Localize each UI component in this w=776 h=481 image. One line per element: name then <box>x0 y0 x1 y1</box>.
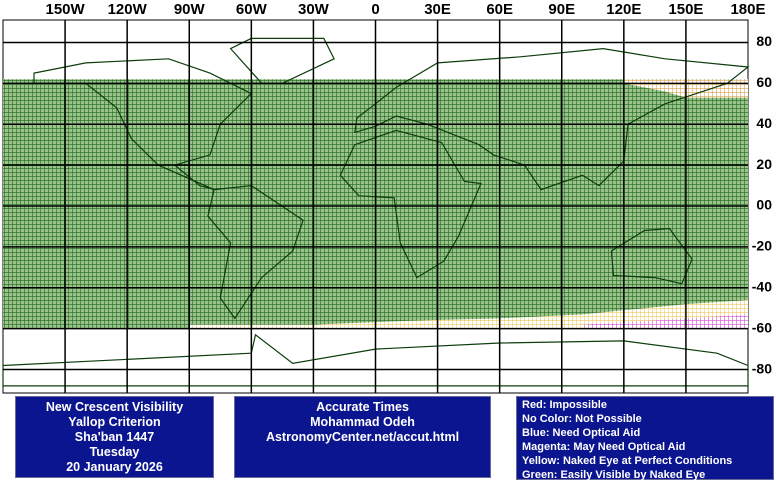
longitude-label: 120E <box>606 1 641 18</box>
longitude-label: 60W <box>236 1 268 18</box>
latitude-label: 80 <box>756 33 772 49</box>
info-box: New Crescent Visibility Yallop Criterion S… <box>15 396 214 478</box>
longitude-label: 150W <box>45 1 85 18</box>
latitude-label: -80 <box>752 360 772 376</box>
info-line: Sha'ban 1447 <box>74 430 155 444</box>
info-line: 20 January 2026 <box>66 460 163 474</box>
longitude-label: 30E <box>424 1 451 18</box>
yellow-zone <box>189 300 749 329</box>
legend-box: Red: Impossible No Color: Not Possible Blu… <box>516 396 774 481</box>
legend-line: No Color: Not Possible <box>522 413 642 425</box>
coastline <box>354 47 750 191</box>
credit-line: AstronomyCenter.net/accut.html <box>265 430 460 444</box>
legend-line: Red: Impossible <box>522 399 607 411</box>
latitude-label: 00 <box>756 197 772 213</box>
legend-line: Magenta: May Need Optical Aid <box>522 441 686 453</box>
info-line: New Crescent Visibility <box>45 400 184 414</box>
longitude-label: 30W <box>298 1 330 18</box>
longitude-label: 180E <box>730 1 765 18</box>
info-line: Tuesday <box>89 445 140 459</box>
coastline <box>339 129 482 279</box>
coastline <box>207 184 304 320</box>
credit-box: Accurate Times Mohammad Odeh AstronomyCent… <box>234 396 491 478</box>
longitude-label: 60E <box>486 1 513 18</box>
legend-line: Green: Easily Visible by Naked Eye <box>522 469 706 481</box>
latitude-label: -40 <box>752 278 772 294</box>
coastline <box>610 227 693 285</box>
credit-line: Accurate Times <box>316 400 409 414</box>
latitude-label: 20 <box>756 156 772 172</box>
latitude-label: -20 <box>752 238 772 254</box>
latitude-label: 40 <box>756 115 772 131</box>
info-line: Yallop Criterion <box>68 415 161 429</box>
visibility-map: 150W 120W 90W 60W 30W 0 30E 60E 90E 120E 150E 180E 8… <box>2 1 772 394</box>
longitude-label: 0 <box>371 1 379 18</box>
legend-line: Yellow: Naked Eye at Perfect Conditions <box>522 455 733 467</box>
legend-line: Blue: Need Optical Aid <box>522 427 641 439</box>
latitude-label: 60 <box>756 74 772 90</box>
longitude-label: 120W <box>108 1 148 18</box>
credit-line: Mohammad Odeh <box>310 415 415 429</box>
longitude-label: 150E <box>668 1 703 18</box>
longitude-label: 90E <box>548 1 575 18</box>
latitude-label: -60 <box>752 319 772 335</box>
longitude-label: 90W <box>174 1 206 18</box>
